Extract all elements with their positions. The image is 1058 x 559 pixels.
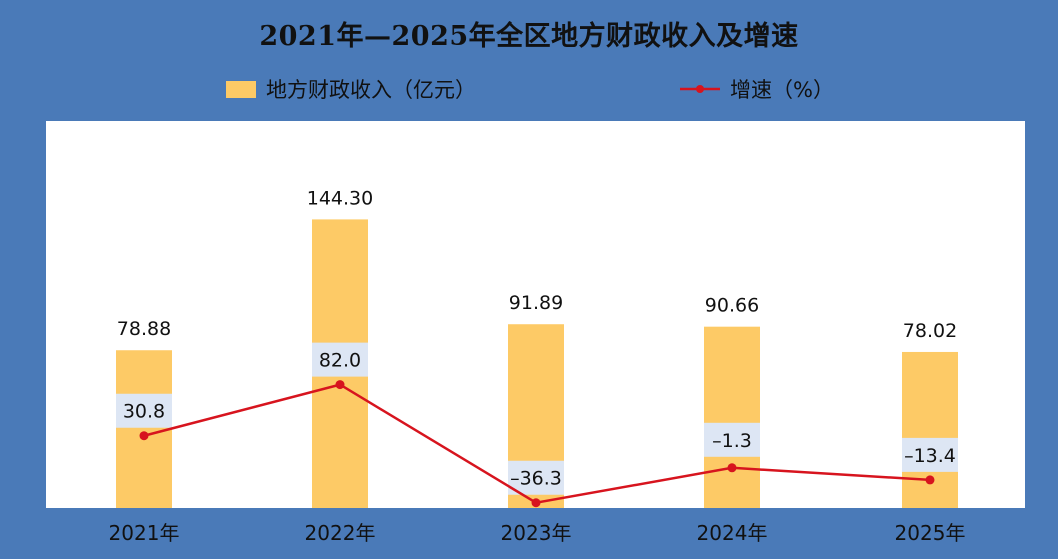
rate-point bbox=[925, 475, 935, 485]
rate-point bbox=[139, 431, 149, 441]
bar bbox=[704, 326, 760, 508]
rate-label-box bbox=[116, 393, 172, 428]
rate-label: 30.8 bbox=[123, 401, 165, 423]
rate-point bbox=[727, 463, 737, 473]
x-tick-label: 2025年 bbox=[895, 521, 966, 545]
legend-line: 增速（%） bbox=[680, 72, 834, 106]
bar-value-label: 78.02 bbox=[903, 320, 957, 342]
bar bbox=[902, 351, 958, 508]
legend-bar: 地方财政收入（亿元） bbox=[226, 72, 476, 106]
rate-label: –36.3 bbox=[510, 468, 562, 490]
legend-line-marker bbox=[680, 85, 720, 93]
x-tick-label: 2022年 bbox=[305, 521, 376, 545]
rate-label: –1.3 bbox=[712, 430, 752, 452]
rate-label-box bbox=[902, 437, 958, 472]
rate-point bbox=[335, 380, 345, 390]
x-tick-label: 2024年 bbox=[697, 521, 768, 545]
rate-label-box bbox=[704, 422, 760, 457]
legend-line-label: 增速（%） bbox=[730, 78, 834, 102]
x-tick-label: 2023年 bbox=[501, 521, 572, 545]
bar bbox=[116, 350, 172, 508]
rate-point bbox=[531, 498, 541, 508]
bar-value-label: 78.88 bbox=[117, 318, 171, 340]
bar-value-label: 90.66 bbox=[705, 295, 759, 317]
rate-label: 82.0 bbox=[319, 350, 361, 372]
rate-label-box bbox=[508, 460, 564, 495]
legend-bar-label: 地方财政收入（亿元） bbox=[266, 78, 476, 102]
rate-label-box bbox=[312, 342, 368, 377]
chart-title: 2021年—2025年全区地方财政收入及增速 bbox=[259, 21, 799, 52]
bar-value-label: 144.30 bbox=[307, 187, 373, 209]
x-tick-label: 2021年 bbox=[109, 521, 180, 545]
rate-label: –13.4 bbox=[904, 445, 956, 467]
legend-bar-swatch bbox=[226, 80, 256, 98]
bar-value-label: 91.89 bbox=[509, 292, 563, 314]
